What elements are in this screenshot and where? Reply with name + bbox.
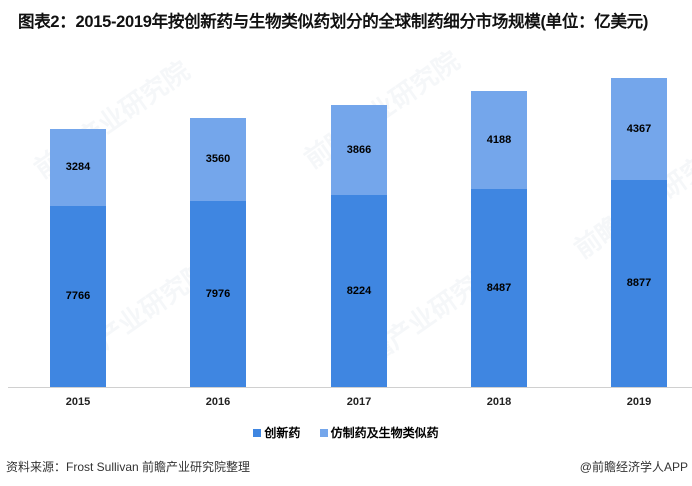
chart-title: 图表2：2015-2019年按创新药与生物类似药划分的全球制药细分市场规模(单位… [18,13,649,31]
data-label: 3284 [65,161,91,174]
legend-item-generic[interactable]: 仿制药及生物类似药 [319,424,439,441]
bar-segment-generic[interactable]: 4188 [471,91,527,189]
legend-label: 仿制药及生物类似药 [330,426,439,440]
bar-segment-innovative[interactable]: 8487 [471,188,527,387]
x-tick-label: 2016 [205,396,231,408]
data-label: 7976 [205,287,231,300]
data-label: 3560 [205,153,231,166]
bar-segment-innovative[interactable]: 8224 [331,195,387,387]
x-tick-label: 2015 [65,396,91,408]
bar-segment-innovative[interactable]: 7766 [50,205,106,387]
bar-segment-generic[interactable]: 3560 [190,117,246,201]
source-note: 资料来源：Frost Sullivan 前瞻产业研究院整理 [6,460,251,474]
bar-segment-generic[interactable]: 3284 [50,129,106,206]
legend: 创新药 仿制药及生物类似药 [0,424,692,441]
legend-label: 创新药 [264,426,301,440]
data-label: 3866 [346,143,372,156]
data-label: 8487 [486,281,512,294]
legend-item-innovative[interactable]: 创新药 [253,424,300,441]
bar-2017[interactable]: 3866 8224 [331,104,387,387]
data-label: 8224 [346,285,372,298]
legend-swatch-icon [253,428,262,437]
bar-segment-generic[interactable]: 4367 [611,77,667,180]
data-label: 8877 [626,277,652,290]
data-label: 4367 [626,122,652,135]
bar-2018[interactable]: 4188 8487 [471,91,527,387]
x-axis-line [8,387,692,388]
x-tick-label: 2018 [486,396,512,408]
bar-segment-innovative[interactable]: 7976 [190,200,246,387]
bar-segment-generic[interactable]: 3866 [331,104,387,196]
x-tick-label: 2019 [626,396,652,408]
x-tick-label: 2017 [346,396,372,408]
data-label: 4188 [486,134,512,147]
legend-swatch-icon [319,428,328,437]
bar-2019[interactable]: 4367 8877 [611,77,667,387]
bar-2015[interactable]: 3284 7766 [50,129,106,387]
data-label: 7766 [65,290,91,303]
credit-note: @前瞻经济学人APP [579,460,688,474]
bar-segment-innovative[interactable]: 8877 [611,179,667,387]
bar-2016[interactable]: 3560 7976 [190,117,246,387]
